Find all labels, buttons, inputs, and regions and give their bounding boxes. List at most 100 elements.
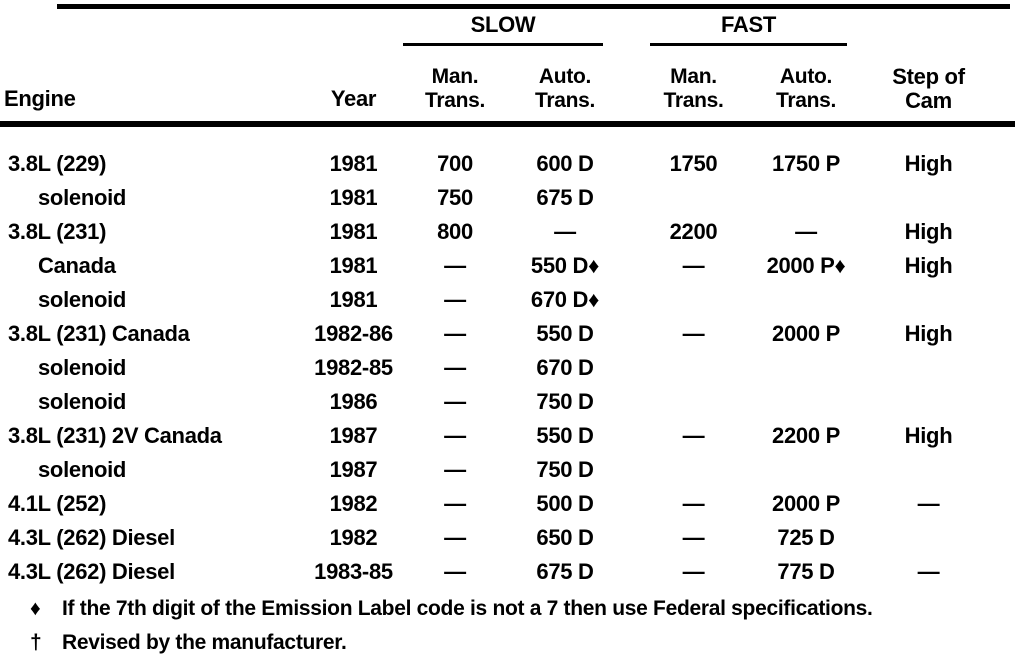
cell-step-of-cam [871,385,986,419]
cell-engine: solenoid [38,287,127,312]
table-body: 3.8L (229) 1981 700 600 D 1750 1750 P Hi… [0,147,986,589]
cell-slow-auto-trans: 600 D [536,151,594,176]
cell-slow-man-trans: 800 [437,219,473,244]
cell-fast-man-trans: — [682,559,705,584]
cell-step-of-cam: High [904,423,953,448]
cell-slow-auto-trans: 550 D [536,423,594,448]
cell-slow-man-trans: — [444,321,466,346]
footnote-dagger: † Revised by the manufacturer. [30,631,1010,655]
cell-engine: Canada [38,253,116,278]
group-header-slow-label: SLOW [470,12,536,37]
column-header-slow-man-trans: Man. Trans. [401,65,509,120]
cell-slow-auto-trans: 550 D [536,321,594,346]
cell-fast-man-trans [646,181,741,215]
cell-fast-man-trans: — [682,491,705,516]
column-header-slow-auto-trans: Auto. Trans. [509,65,621,120]
group-header-fast-label: FAST [720,12,777,37]
cell-slow-auto-trans: 550 D♦ [530,253,600,278]
cell-slow-man-trans: 700 [437,151,473,176]
column-spacer [621,215,646,249]
column-header-step-of-cam: Step of Cam [871,65,986,120]
cell-engine: 3.8L (231) 2V Canada [8,423,222,448]
column-header-fast-man-trans: Man. Trans. [646,65,741,120]
column-spacer [621,147,646,181]
cell-fast-auto-trans [741,453,871,487]
cell-slow-auto-trans: 670 D [536,355,594,380]
cell-fast-auto-trans [741,181,871,215]
cell-step-of-cam: — [917,559,940,584]
cell-slow-man-trans: — [444,355,466,380]
footnote-diamond-text: If the 7th digit of the Emission Label c… [62,597,873,620]
cell-year: 1987 [329,457,378,482]
cell-fast-auto-trans: 2000 P♦ [766,253,846,278]
cell-year: 1982 [329,491,378,516]
cell-slow-man-trans: — [444,457,466,482]
group-header-fast: FAST [650,12,847,46]
cell-fast-man-trans: 2200 [669,219,718,244]
cell-fast-auto-trans: 775 D [777,559,835,584]
cell-fast-auto-trans: 2000 P [772,491,840,516]
cell-slow-auto-trans: 500 D [536,491,594,516]
cell-slow-man-trans: 750 [437,185,473,210]
cell-step-of-cam [871,453,986,487]
cell-fast-auto-trans: 725 D [777,525,835,550]
cell-slow-auto-trans: 670 D♦ [530,287,600,312]
auto-trans-line1: Auto. [538,65,592,88]
cell-slow-auto-trans: 750 D [536,457,594,482]
column-header-fast-auto-trans: Auto. Trans. [741,65,871,120]
column-header-engine: Engine [4,86,76,111]
footnote-dagger-text: Revised by the manufacturer. [62,631,347,654]
top-rule [57,4,1010,9]
cell-fast-man-trans [646,351,741,385]
header-rule [0,121,1015,127]
cell-engine: solenoid [38,355,127,380]
auto-trans-line2: Trans. [775,89,837,112]
cell-fast-man-trans: — [682,321,705,346]
man-trans-line1: Man. [670,65,717,88]
cell-engine: 3.8L (231) [8,219,107,244]
cell-engine: 3.8L (229) [8,151,107,176]
cell-year: 1987 [329,423,378,448]
cell-step-of-cam: High [904,219,953,244]
cell-step-of-cam: — [917,491,940,516]
column-spacer [621,419,646,453]
footnote-diamond: ♦ If the 7th digit of the Emission Label… [30,597,1010,621]
cell-engine: 4.3L (262) Diesel [8,559,175,584]
cell-year: 1981 [329,287,378,312]
cell-step-of-cam [871,521,986,555]
cell-slow-auto-trans: — [554,219,576,244]
step-of-cam-line2: Cam [905,88,952,113]
cell-year: 1983-85 [314,559,393,584]
cell-slow-auto-trans: 675 D [536,185,594,210]
column-spacer [621,487,646,521]
column-spacer [621,317,646,351]
cell-fast-auto-trans: 1750 P [772,151,840,176]
cell-engine: 4.3L (262) Diesel [8,525,175,550]
cell-fast-man-trans: — [682,253,705,278]
man-trans-line2: Trans. [663,89,724,112]
auto-trans-line2: Trans. [534,89,596,112]
cell-step-of-cam: High [904,321,953,346]
cell-fast-auto-trans [741,351,871,385]
column-spacer [621,453,646,487]
cell-fast-auto-trans: 2200 P [772,423,840,448]
cell-year: 1982-86 [314,321,393,346]
cell-fast-man-trans [646,283,741,317]
cell-slow-man-trans: — [444,389,466,414]
cell-year: 1981 [329,151,378,176]
cell-step-of-cam: High [904,151,953,176]
cell-fast-auto-trans [741,385,871,419]
cell-fast-man-trans: — [682,423,705,448]
cell-slow-man-trans: — [444,423,466,448]
cell-engine: solenoid [38,185,127,210]
column-spacer [621,351,646,385]
cell-engine: solenoid [38,457,127,482]
cell-slow-man-trans: — [444,253,466,278]
column-spacer [621,555,646,589]
footnotes: ♦ If the 7th digit of the Emission Label… [30,597,1010,665]
table-header: Engine Year SLOW FAST Man. Trans. Auto. … [0,8,986,120]
column-spacer [621,181,646,215]
cell-fast-man-trans: 1750 [669,151,718,176]
cell-step-of-cam [871,351,986,385]
